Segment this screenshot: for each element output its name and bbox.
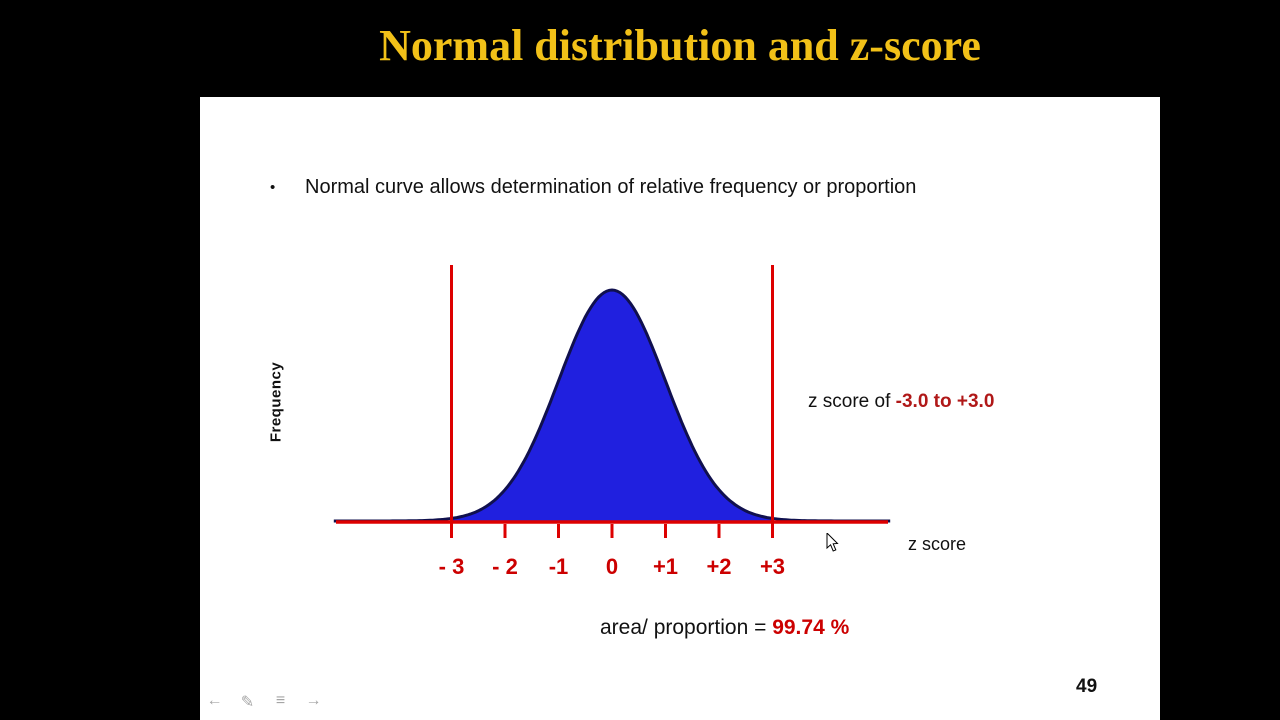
page-number: 49 <box>1076 676 1098 697</box>
next-slide-icon[interactable]: → <box>305 692 322 709</box>
bullet-icon: • <box>270 179 276 196</box>
mouse-cursor <box>826 533 839 552</box>
zscore-range-annotation: z score of -3.0 to +3.0 <box>808 391 994 413</box>
area-proportion-prefix: area/ proportion = <box>600 616 773 639</box>
x-axis-label: z score <box>908 534 967 554</box>
zscore-range-value: -3.0 to +3.0 <box>895 391 995 412</box>
zscore-range-prefix: z score of <box>808 391 896 412</box>
presenter-nav: ← ✎ ≡ → <box>206 692 322 712</box>
area-proportion-annotation: area/ proportion = 99.74 % <box>600 616 849 640</box>
menu-icon[interactable]: ≡ <box>275 692 286 709</box>
area-proportion-value: 99.74 % <box>772 616 850 639</box>
previous-slide-icon[interactable]: ← <box>206 692 223 709</box>
slide-title: Normal distribution and z-score <box>379 21 981 70</box>
y-axis-label: Frequency <box>267 361 285 443</box>
bullet-text: Normal curve allows determination of rel… <box>305 176 917 198</box>
pen-tool-icon[interactable]: ✎ <box>240 694 255 711</box>
